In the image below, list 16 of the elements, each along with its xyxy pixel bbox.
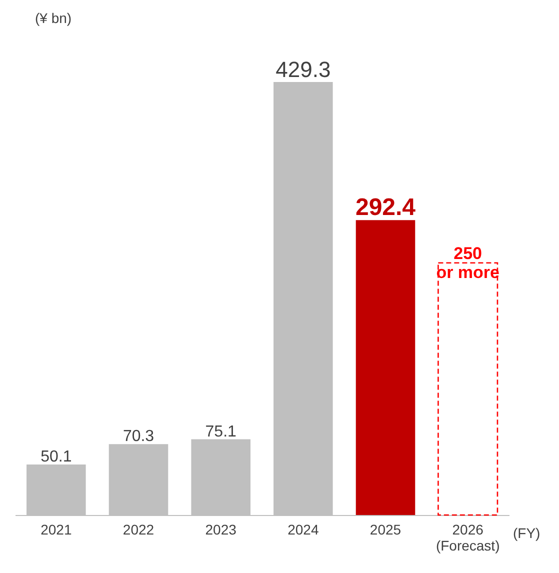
- bar: [438, 262, 498, 516]
- data-label: 50.1: [40, 448, 72, 466]
- y-axis-title: (¥ bn): [35, 10, 72, 26]
- x-tick-label: 2025: [370, 522, 402, 538]
- data-label: 250 or more: [436, 244, 500, 282]
- bar: [356, 220, 416, 515]
- data-label: 429.3: [276, 57, 331, 82]
- x-axis-title: (FY): [513, 525, 540, 541]
- data-label: 75.1: [205, 423, 237, 440]
- x-tick-label: 2021: [40, 522, 72, 538]
- x-tick-label: 2024: [288, 522, 319, 538]
- x-tick-label: 2026 (Forecast): [436, 522, 500, 554]
- data-label: 292.4: [355, 194, 416, 222]
- x-tick-label: 2023: [205, 522, 237, 538]
- x-tick-label: 2022: [122, 522, 154, 538]
- data-label: 70.3: [122, 428, 154, 446]
